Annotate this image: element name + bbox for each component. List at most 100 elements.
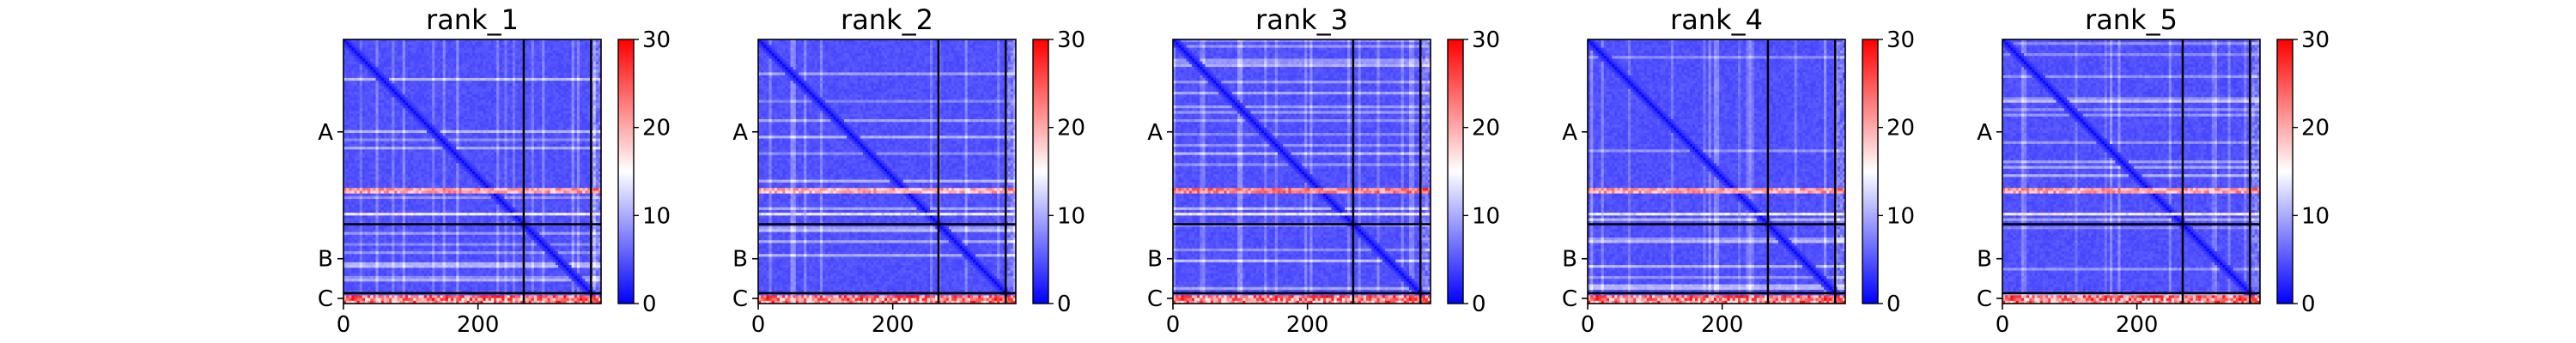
- heatmap-cell: [459, 88, 463, 93]
- heatmap-cell: [523, 53, 527, 57]
- heatmap-cell: [447, 108, 452, 112]
- heatmap-cell: [349, 91, 352, 95]
- heatmap-cell: [571, 163, 575, 167]
- heatmap-cell: [494, 138, 497, 142]
- heatmap-cell: [361, 97, 366, 101]
- heatmap-cell: [451, 108, 454, 112]
- heatmap-cell: [592, 69, 597, 74]
- heatmap-cell: [466, 133, 471, 136]
- heatmap-cell: [389, 152, 392, 156]
- heatmap-cell: [550, 177, 554, 181]
- heatmap-cell: [442, 160, 447, 164]
- heatmap-cell: [576, 172, 580, 175]
- heatmap-cell: [531, 99, 535, 104]
- heatmap-cell: [359, 138, 363, 142]
- heatmap-cell: [349, 138, 352, 142]
- heatmap-cell: [423, 97, 428, 101]
- heatmap-cell: [496, 88, 500, 93]
- heatmap-cell: [346, 179, 349, 184]
- heatmap-cell: [563, 111, 567, 115]
- heatmap-cell: [418, 72, 422, 76]
- heatmap-cell: [568, 53, 573, 57]
- heatmap-cell: [445, 141, 449, 145]
- heatmap-cell: [595, 129, 599, 134]
- heatmap-cell: [528, 81, 532, 84]
- heatmap-cell: [488, 168, 492, 172]
- heatmap-cell: [434, 67, 438, 70]
- heatmap-cell: [518, 165, 521, 170]
- heatmap-cell: [561, 47, 564, 51]
- heatmap-cell: [442, 127, 447, 131]
- heatmap-cell: [544, 63, 549, 68]
- heatmap-cell: [598, 172, 601, 175]
- heatmap-cell: [397, 88, 401, 93]
- heatmap-cell: [499, 75, 502, 79]
- heatmap-cell: [587, 116, 592, 120]
- heatmap-cell: [368, 39, 371, 43]
- heatmap-cell: [512, 72, 516, 76]
- heatmap-cell: [552, 42, 556, 46]
- heatmap-cell: [561, 163, 564, 167]
- heatmap-cell: [574, 67, 578, 70]
- heatmap-cell: [568, 75, 573, 79]
- heatmap-cell: [587, 119, 592, 123]
- heatmap-cell: [389, 165, 392, 170]
- heatmap-cell: [576, 86, 580, 90]
- heatmap-cell: [368, 154, 371, 159]
- heatmap-cell: [361, 179, 366, 184]
- heatmap-cell: [494, 152, 497, 156]
- heatmap-cell: [437, 83, 441, 87]
- heatmap-cell: [440, 45, 444, 49]
- heatmap-cell: [555, 174, 559, 178]
- heatmap-cell: [410, 53, 414, 57]
- heatmap-cell: [432, 133, 435, 136]
- heatmap-cell: [544, 97, 549, 101]
- heatmap-cell: [526, 179, 530, 184]
- heatmap-cell: [368, 127, 371, 131]
- heatmap-cell: [351, 69, 355, 74]
- heatmap-cell: [523, 154, 527, 159]
- heatmap-cell: [429, 72, 433, 76]
- heatmap-cell: [392, 160, 395, 164]
- heatmap-cell: [373, 157, 377, 161]
- heatmap-cell: [531, 129, 535, 134]
- heatmap-cell: [526, 69, 530, 74]
- heatmap-cell: [373, 179, 377, 184]
- heatmap-cell: [550, 135, 554, 140]
- heatmap-cell: [394, 111, 398, 115]
- heatmap-cell: [469, 105, 473, 109]
- heatmap-cell: [365, 53, 368, 57]
- heatmap-cell: [552, 177, 556, 181]
- heatmap-cell: [472, 69, 476, 74]
- heatmap-cell: [386, 81, 390, 84]
- heatmap-cell: [544, 157, 549, 161]
- heatmap-cell: [354, 83, 358, 87]
- heatmap-cell: [483, 124, 487, 129]
- heatmap-cell: [432, 174, 435, 178]
- heatmap-cell: [552, 81, 556, 84]
- heatmap-cell: [568, 149, 573, 153]
- heatmap-cell: [421, 108, 425, 112]
- heatmap-cell: [494, 127, 497, 131]
- heatmap-cell: [464, 122, 468, 126]
- heatmap-cell: [563, 39, 567, 43]
- heatmap-cell: [539, 129, 543, 134]
- heatmap-cell: [447, 116, 452, 120]
- heatmap-cell: [528, 94, 532, 98]
- heatmap-cell: [354, 72, 358, 76]
- heatmap-cell: [429, 165, 433, 170]
- heatmap-cell: [539, 105, 543, 109]
- heatmap-cell: [552, 39, 556, 43]
- heatmap-cell: [343, 119, 347, 123]
- heatmap-cell: [370, 122, 374, 126]
- heatmap-cell: [490, 133, 495, 136]
- heatmap-cell: [488, 122, 492, 126]
- heatmap-cell: [392, 56, 395, 60]
- heatmap-cell: [461, 86, 465, 90]
- heatmap-cell: [555, 179, 559, 184]
- heatmap-cell: [507, 63, 511, 68]
- heatmap-cell: [526, 108, 530, 112]
- heatmap-cell: [475, 174, 478, 178]
- heatmap-cell: [389, 108, 392, 112]
- heatmap-cell: [442, 39, 447, 43]
